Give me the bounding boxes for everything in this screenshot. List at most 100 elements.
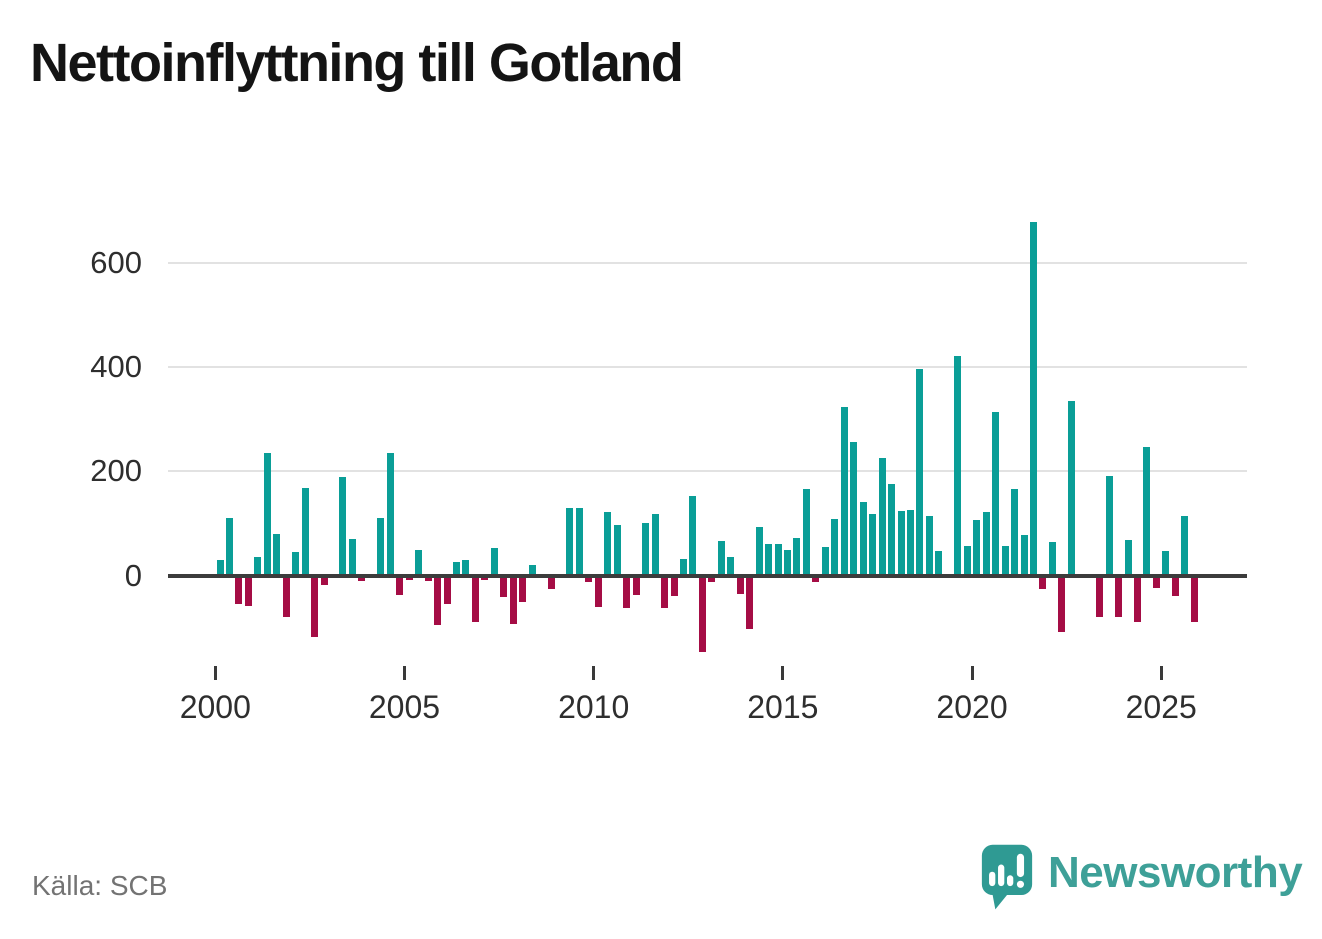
bar-2024Q4: [1152, 575, 1160, 589]
bar-2011Q2: [642, 522, 650, 576]
bar-2022Q2: [1058, 575, 1066, 632]
bar-2018Q1: [897, 510, 905, 576]
bar-2002Q3: [311, 575, 319, 638]
bar-2015Q3: [802, 489, 810, 576]
bar-2019Q3: [954, 356, 962, 576]
bar-2015Q4: [812, 575, 820, 583]
y-axis-label-600: 600: [90, 244, 142, 280]
bar-2010Q2: [604, 511, 612, 576]
bar-2025Q2: [1171, 575, 1179, 597]
bar-2021Q1: [1011, 489, 1019, 576]
newsworthy-logo-icon: [981, 844, 1033, 910]
x-axis-tick-2025: [1159, 666, 1163, 680]
x-axis-label-2005: 2005: [368, 689, 441, 725]
bar-2009Q2: [566, 508, 574, 576]
brand-wordmark: Newsworthy: [1048, 848, 1303, 897]
x-axis-label-2015: 2015: [747, 689, 819, 725]
bar-2022Q3: [1067, 400, 1075, 576]
x-axis-line: [168, 573, 1247, 578]
bar-2020Q2: [982, 511, 990, 576]
bar-2006Q4: [471, 575, 479, 623]
bar-2002Q4: [320, 575, 328, 586]
bar-2012Q1: [670, 575, 678, 597]
bar-2010Q3: [613, 525, 621, 576]
bar-2007Q3: [500, 575, 508, 598]
x-axis-tick-2000: [213, 666, 217, 680]
bar-2021Q4: [1039, 575, 1047, 589]
x-axis-tick-2010: [592, 666, 596, 680]
y-axis-label-400: 400: [90, 348, 142, 384]
x-axis-label-2000: 2000: [179, 689, 251, 725]
bar-2000Q1: [216, 559, 224, 576]
bar-2002Q2: [301, 487, 309, 576]
y-axis-label-200: 200: [90, 453, 142, 489]
bar-2006Q2: [452, 562, 460, 576]
bar-2017Q1: [859, 502, 867, 576]
bar-2017Q2: [869, 514, 877, 576]
bar-2024Q2: [1134, 575, 1142, 622]
bar-2005Q4: [434, 575, 442, 626]
x-axis-tick-2015: [781, 666, 785, 680]
bar-2004Q2: [377, 518, 385, 576]
bar-2019Q4: [963, 546, 971, 576]
bar-2003Q2: [339, 477, 347, 576]
bar-2014Q2: [755, 526, 763, 576]
x-axis-label-2025: 2025: [1125, 689, 1197, 725]
bar-2010Q1: [594, 575, 602, 607]
bar-2001Q4: [282, 575, 290, 618]
bar-2009Q3: [575, 508, 583, 576]
bar-2004Q3: [386, 453, 394, 576]
bar-2012Q4: [698, 575, 706, 652]
bar-2014Q4: [774, 543, 782, 576]
bar-2024Q3: [1143, 447, 1151, 576]
bar-2003Q4: [358, 575, 366, 582]
bar-2013Q2: [717, 541, 725, 576]
page-title: Nettoinflyttning till Gotland: [30, 33, 684, 93]
bar-2010Q4: [623, 575, 631, 609]
bar-2018Q4: [925, 515, 933, 576]
bar-2005Q2: [415, 549, 423, 576]
bar-2018Q2: [907, 509, 914, 576]
bar-2016Q2: [831, 518, 839, 576]
bar-2017Q4: [888, 484, 896, 576]
bar-2008Q4: [547, 575, 555, 589]
bar-2011Q3: [651, 514, 659, 576]
source-label: Källa: SCB: [32, 870, 168, 901]
bar-2023Q3: [1105, 475, 1113, 576]
bar-2014Q3: [765, 543, 773, 576]
bar-2011Q4: [661, 575, 669, 609]
bar-2023Q2: [1096, 575, 1104, 618]
bar-2005Q1: [405, 575, 413, 580]
bar-2014Q1: [746, 575, 754, 630]
bar-2025Q4: [1190, 575, 1198, 623]
bar-2012Q2: [679, 559, 687, 576]
bar-2009Q4: [585, 575, 593, 583]
gridline-400: [168, 365, 1247, 368]
bar-2007Q4: [509, 575, 517, 624]
bar-2013Q4: [736, 575, 744, 594]
bar-2016Q4: [850, 441, 858, 576]
bar-2000Q3: [235, 575, 243, 605]
bar-2001Q3: [273, 534, 281, 576]
bar-2016Q3: [840, 407, 848, 576]
bar-2011Q1: [632, 575, 640, 595]
bar-2004Q4: [396, 575, 404, 596]
bar-2013Q1: [708, 575, 716, 582]
bar-2001Q2: [263, 453, 271, 576]
bar-2018Q3: [916, 368, 924, 576]
bar-2015Q1: [784, 550, 792, 576]
x-axis-label-2010: 2010: [558, 689, 630, 725]
bar-2005Q3: [424, 575, 432, 582]
x-axis-label-2020: 2020: [936, 689, 1008, 725]
x-axis-tick-2020: [970, 666, 974, 680]
bar-2020Q1: [973, 519, 981, 576]
bar-2006Q3: [462, 559, 470, 576]
bar-2019Q1: [935, 550, 943, 576]
bar-2016Q1: [821, 546, 829, 576]
bar-2003Q3: [348, 538, 356, 576]
bar-2025Q3: [1181, 516, 1189, 576]
x-axis-tick-2005: [402, 666, 406, 680]
brand-footer: Newsworthy: [980, 843, 1303, 913]
